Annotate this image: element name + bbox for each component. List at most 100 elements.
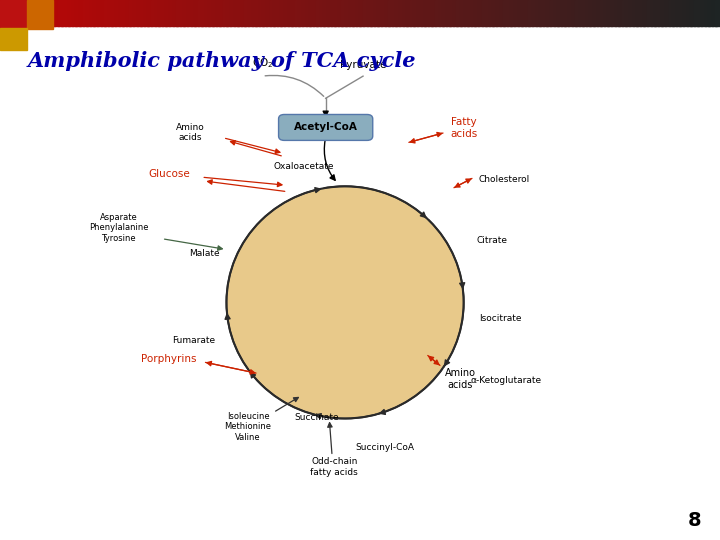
Bar [104, 0, 109, 26]
Bar [417, 0, 422, 26]
Bar [683, 0, 688, 26]
Bar [58, 0, 63, 26]
Bar [209, 0, 214, 26]
Bar [611, 0, 616, 26]
Bar [255, 0, 260, 26]
Bar [251, 0, 256, 26]
Text: Isocitrate: Isocitrate [480, 314, 522, 323]
Bar [198, 0, 203, 26]
Bar [492, 0, 498, 26]
Bar [216, 0, 221, 26]
Bar [76, 0, 81, 26]
Bar [101, 0, 106, 26]
Bar [568, 0, 573, 26]
Text: Odd-chain
fatty acids: Odd-chain fatty acids [310, 457, 358, 477]
Bar [701, 0, 706, 26]
Bar [97, 0, 102, 26]
Bar [503, 0, 508, 26]
Bar [112, 0, 117, 26]
Text: Succinyl-CoA: Succinyl-CoA [356, 443, 415, 452]
Bar [600, 0, 606, 26]
Bar [363, 0, 368, 26]
Bar [550, 0, 555, 26]
Bar [194, 0, 199, 26]
Bar [438, 0, 444, 26]
Bar [244, 0, 249, 26]
Bar [395, 0, 400, 26]
Bar [323, 0, 328, 26]
Bar [608, 0, 613, 26]
Bar [640, 0, 645, 26]
Text: α-Ketoglutarate: α-Ketoglutarate [471, 376, 542, 385]
Bar [169, 0, 174, 26]
Bar [662, 0, 667, 26]
Bar [420, 0, 426, 26]
Bar [320, 0, 325, 26]
Bar [521, 0, 526, 26]
Bar [575, 0, 580, 26]
Bar [586, 0, 591, 26]
Bar [561, 0, 566, 26]
Bar [428, 0, 433, 26]
Text: Citrate: Citrate [477, 236, 508, 245]
Bar [32, 0, 37, 26]
Text: Fumarate: Fumarate [173, 336, 216, 345]
Bar [25, 0, 30, 26]
Text: Fatty
acids: Fatty acids [450, 117, 477, 139]
Bar [334, 0, 339, 26]
Bar [47, 0, 52, 26]
Bar [269, 0, 274, 26]
Bar [162, 0, 167, 26]
Bar [377, 0, 382, 26]
Text: Acetyl-CoA: Acetyl-CoA [294, 123, 358, 132]
Bar [597, 0, 602, 26]
Bar [276, 0, 282, 26]
Bar [155, 0, 160, 26]
Bar [176, 0, 181, 26]
Bar [68, 0, 73, 26]
Bar [636, 0, 642, 26]
Bar [453, 0, 458, 26]
Bar [291, 0, 296, 26]
Bar [582, 0, 588, 26]
Bar [651, 0, 656, 26]
Bar [212, 0, 217, 26]
Bar [187, 0, 192, 26]
Bar [449, 0, 454, 26]
Bar [309, 0, 314, 26]
Text: Amino
acids: Amino acids [444, 368, 476, 390]
Bar [485, 0, 490, 26]
Bar [294, 0, 300, 26]
Bar [341, 0, 346, 26]
Bar [0, 0, 26, 29]
Bar [424, 0, 429, 26]
Bar [687, 0, 692, 26]
Bar [287, 0, 292, 26]
Bar [173, 0, 178, 26]
Bar [227, 0, 232, 26]
Bar [22, 0, 27, 26]
Bar [402, 0, 408, 26]
Bar [356, 0, 361, 26]
Bar [126, 0, 131, 26]
Text: Succinate: Succinate [294, 413, 338, 422]
Bar [202, 0, 207, 26]
Bar [312, 0, 318, 26]
Bar [223, 0, 228, 26]
Bar [191, 0, 196, 26]
Bar [536, 0, 541, 26]
Bar [471, 0, 476, 26]
Bar [50, 0, 55, 26]
Bar [557, 0, 562, 26]
Bar [0, 0, 5, 26]
Bar [672, 0, 678, 26]
Bar [708, 0, 713, 26]
Bar [330, 0, 336, 26]
Bar [27, 0, 53, 29]
Bar [467, 0, 472, 26]
Bar [220, 0, 225, 26]
Bar [230, 0, 235, 26]
Bar [500, 0, 505, 26]
Bar [474, 0, 480, 26]
Bar [410, 0, 415, 26]
